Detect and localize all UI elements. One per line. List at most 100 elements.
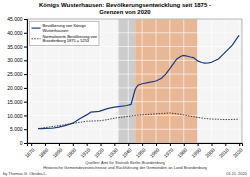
- tick-label: 45.000: [7, 16, 23, 22]
- legend-box: [30, 22, 99, 46]
- tick-label: 1940: [121, 147, 133, 159]
- tick: 30.000: [7, 57, 27, 63]
- grid-line: [142, 19, 143, 143]
- tick-mark: [114, 143, 115, 146]
- tick-label: 35.000: [7, 44, 23, 50]
- tick-mark: [24, 74, 27, 75]
- grid-line: [225, 19, 226, 143]
- tick-mark: [24, 115, 27, 116]
- title: Königs Wusterhausen: Bevölkerungsentwick…: [39, 2, 211, 15]
- tick-label: 15.000: [7, 99, 23, 105]
- chart: Königs Wusterhausen: Bevölkerungsentwick…: [0, 0, 250, 177]
- plot-background: [27, 19, 242, 143]
- grid-line: [27, 101, 242, 102]
- grid-line: [27, 129, 242, 130]
- tick-label: 30.000: [7, 57, 23, 63]
- tick-label: 1920: [93, 147, 105, 159]
- marks: [27, 19, 242, 143]
- legend-entry: Bevölkerung von KönigsWusterhausen: [32, 23, 86, 33]
- tick: 1900: [65, 143, 77, 159]
- tick: 2020: [232, 143, 244, 159]
- grid-line: [27, 87, 242, 88]
- y-axis: 05.00010.00015.00020.00025.00030.00035.0…: [7, 16, 27, 146]
- tick: 1960: [148, 143, 160, 159]
- tick-label: 1950: [134, 147, 146, 159]
- tick-label: 1930: [107, 147, 119, 159]
- series-line: [38, 36, 239, 129]
- grid-line: [211, 19, 212, 143]
- tick-label: 1880: [37, 147, 49, 159]
- period-span: [135, 19, 197, 143]
- tick-mark: [73, 143, 74, 146]
- grid-line: [27, 46, 242, 47]
- tick: 1990: [190, 143, 202, 159]
- tick-mark: [24, 60, 27, 61]
- legend-entry: Normalisierte Bevölkerung vonBrandenburg…: [32, 34, 97, 44]
- tick-label: 25.000: [7, 71, 23, 77]
- tick-mark: [24, 143, 27, 144]
- tick-label: 2010: [218, 147, 230, 159]
- tick-mark: [142, 143, 143, 146]
- footer-right: 01.11. 2020: [226, 171, 248, 176]
- tick-mark: [24, 129, 27, 130]
- tick-label: 1980: [176, 147, 188, 159]
- tick-mark: [170, 143, 171, 146]
- tick-mark: [24, 47, 27, 48]
- grid: [27, 19, 242, 143]
- tick: 1970: [162, 143, 174, 159]
- tick-mark: [198, 143, 199, 146]
- legend: Bevölkerung von KönigsWusterhausenNormal…: [30, 22, 99, 46]
- tick-mark: [211, 143, 212, 146]
- grid-line: [169, 19, 170, 143]
- tick-mark: [128, 143, 129, 146]
- axis-line: [28, 144, 243, 147]
- tick: 5.000: [10, 126, 27, 132]
- tick-mark: [184, 143, 185, 146]
- tick: 2010: [218, 143, 230, 159]
- legend-label: Normalisierte Bevölkerung vonBrandenburg…: [43, 34, 97, 44]
- tick-label: 2020: [232, 147, 244, 159]
- tick: 1880: [37, 143, 49, 159]
- tick-mark: [31, 143, 32, 146]
- tick-label: 1970: [162, 147, 174, 159]
- tick: 45.000: [7, 16, 27, 22]
- tick-label: 1870: [24, 147, 36, 159]
- tick-label: 1960: [148, 147, 160, 159]
- grid-line: [114, 19, 115, 143]
- tick: 0: [20, 140, 27, 146]
- tick: 1890: [51, 143, 63, 159]
- axis-line: [24, 20, 28, 144]
- tick-mark: [24, 19, 27, 20]
- grid-line: [27, 74, 242, 75]
- tick-mark: [225, 143, 226, 146]
- tick-label: 5.000: [10, 126, 23, 132]
- grid-line: [197, 19, 198, 143]
- footer-center: Quellen: Amt für Statistik Berlin-Brande…: [43, 160, 207, 170]
- tick: 1930: [107, 143, 119, 159]
- tick-label: 0: [20, 140, 23, 146]
- tick-mark: [87, 143, 88, 146]
- tick-mark: [59, 143, 60, 146]
- tick: 25.000: [7, 71, 27, 77]
- tick-label: 1890: [51, 147, 63, 159]
- tick: 1920: [93, 143, 105, 159]
- tick-mark: [101, 143, 102, 146]
- legend-label: Bevölkerung von KönigsWusterhausen: [43, 23, 86, 33]
- tick: 1940: [121, 143, 133, 159]
- tick-mark: [239, 143, 240, 146]
- grid-line: [128, 19, 129, 143]
- period-span: [119, 19, 136, 143]
- tick-mark: [24, 102, 27, 103]
- plot-frame: [27, 19, 242, 143]
- tick-label: 1900: [65, 147, 77, 159]
- plot: 1870188018901900191019201930194019501960…: [7, 16, 244, 159]
- footer-left: by Thomas G. Obruba L.: [3, 171, 47, 176]
- tick-mark: [24, 88, 27, 89]
- grid-line: [100, 19, 101, 143]
- tick: 2000: [204, 143, 216, 159]
- tick: 10.000: [7, 113, 27, 119]
- tick-label: 1910: [79, 147, 91, 159]
- tick: 1950: [134, 143, 146, 159]
- tick-label: 40.000: [7, 30, 23, 36]
- series-line: [38, 113, 239, 129]
